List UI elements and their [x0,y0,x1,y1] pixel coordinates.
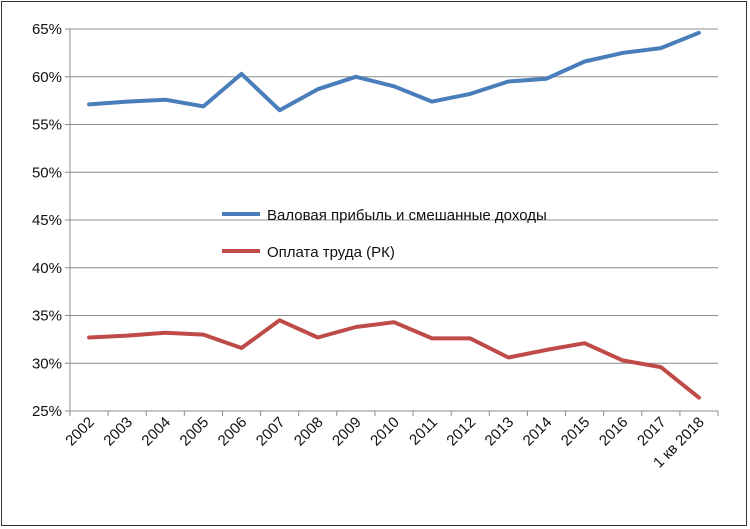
x-tick-label: 2014 [520,414,556,450]
x-tick-label: 2004 [139,414,175,450]
x-axis-ticks: 2002 2003 2004 2005 2006 2007 2008 2009 2010 2011… [62,411,719,471]
x-tick-label: 2011 [406,414,441,449]
x-tick-label: 2015 [558,414,594,450]
y-tick-label: 50% [32,164,62,181]
x-tick-label: 2016 [596,414,632,450]
y-tick-label: 25% [32,403,62,420]
series-line-0 [87,30,701,113]
x-tick-label: 2007 [253,414,289,450]
x-tick-label: 2012 [443,414,479,450]
y-tick-label: 65% [32,21,62,38]
legend-label-labor-compensation: Оплата труда (РК) [267,244,395,261]
x-tick-label: 2002 [62,414,98,450]
y-tick-label: 30% [32,355,62,372]
legend: Валовая прибыль и смешанные доходы Оплат… [222,207,547,261]
x-tick-label: 2013 [482,414,518,450]
y-tick-label: 45% [32,212,62,229]
axes [69,29,718,412]
x-tick-label: 2010 [367,414,403,450]
x-tick-label: 2008 [291,414,327,450]
x-tick-label: 2005 [177,414,213,450]
series-line-1 [87,318,701,400]
y-axis-ticks: 25% 30% 35% 40% 45% 50% 55% 60% 65% [32,21,70,420]
x-tick-label: 2009 [329,414,365,450]
y-tick-label: 55% [32,117,62,134]
x-tick-label: 2006 [215,414,251,450]
y-tick-label: 35% [32,308,62,325]
legend-label-gross-profit: Валовая прибыль и смешанные доходы [267,207,547,224]
y-tick-label: 60% [32,69,62,86]
x-tick-label: 2003 [100,414,136,450]
series-lines [87,30,701,400]
y-tick-label: 40% [32,260,62,277]
